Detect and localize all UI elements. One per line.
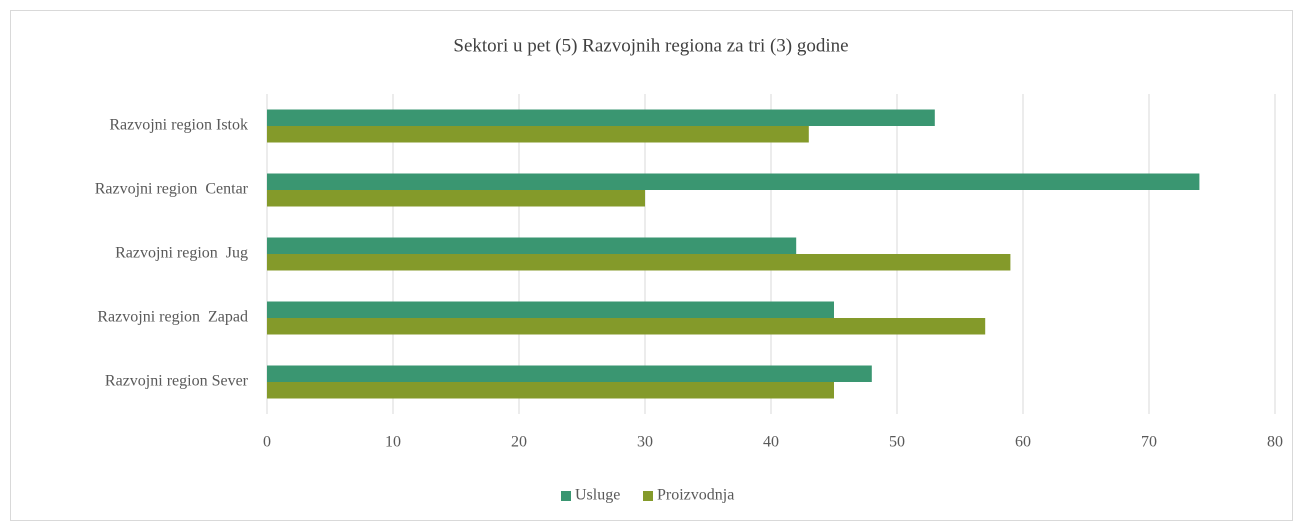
bar <box>267 301 834 318</box>
bar <box>267 109 935 126</box>
legend-label: Usluge <box>575 487 620 504</box>
chart-title: Sektori u pet (5) Razvojnih regiona za t… <box>453 35 848 56</box>
bar <box>267 382 834 399</box>
x-tick-label: 60 <box>1015 434 1031 451</box>
x-tick-label: 20 <box>511 434 527 451</box>
x-tick-label: 10 <box>385 434 401 451</box>
x-tick-label: 70 <box>1141 434 1157 451</box>
bar <box>267 190 645 207</box>
bar <box>267 173 1200 190</box>
y-tick-label: Razvojni region Istok <box>109 117 248 134</box>
y-tick-label: Razvojni region Jug <box>115 245 248 262</box>
bar <box>267 365 872 382</box>
legend-swatch <box>643 491 653 501</box>
legend-swatch <box>561 491 571 501</box>
x-tick-label: 0 <box>263 434 271 451</box>
x-tick-label: 40 <box>763 434 779 451</box>
bar <box>267 126 809 143</box>
bar <box>267 318 986 335</box>
legend-label: Proizvodnja <box>657 487 734 504</box>
x-tick-label: 50 <box>889 434 905 451</box>
y-tick-label: Razvojni region Centar <box>95 181 249 198</box>
x-tick-label: 30 <box>637 434 653 451</box>
y-tick-label: Razvojni region Zapad <box>97 309 248 326</box>
bar <box>267 254 1011 271</box>
y-tick-label: Razvojni region Sever <box>105 373 249 390</box>
bar <box>267 237 797 254</box>
x-tick-label: 80 <box>1267 434 1283 451</box>
